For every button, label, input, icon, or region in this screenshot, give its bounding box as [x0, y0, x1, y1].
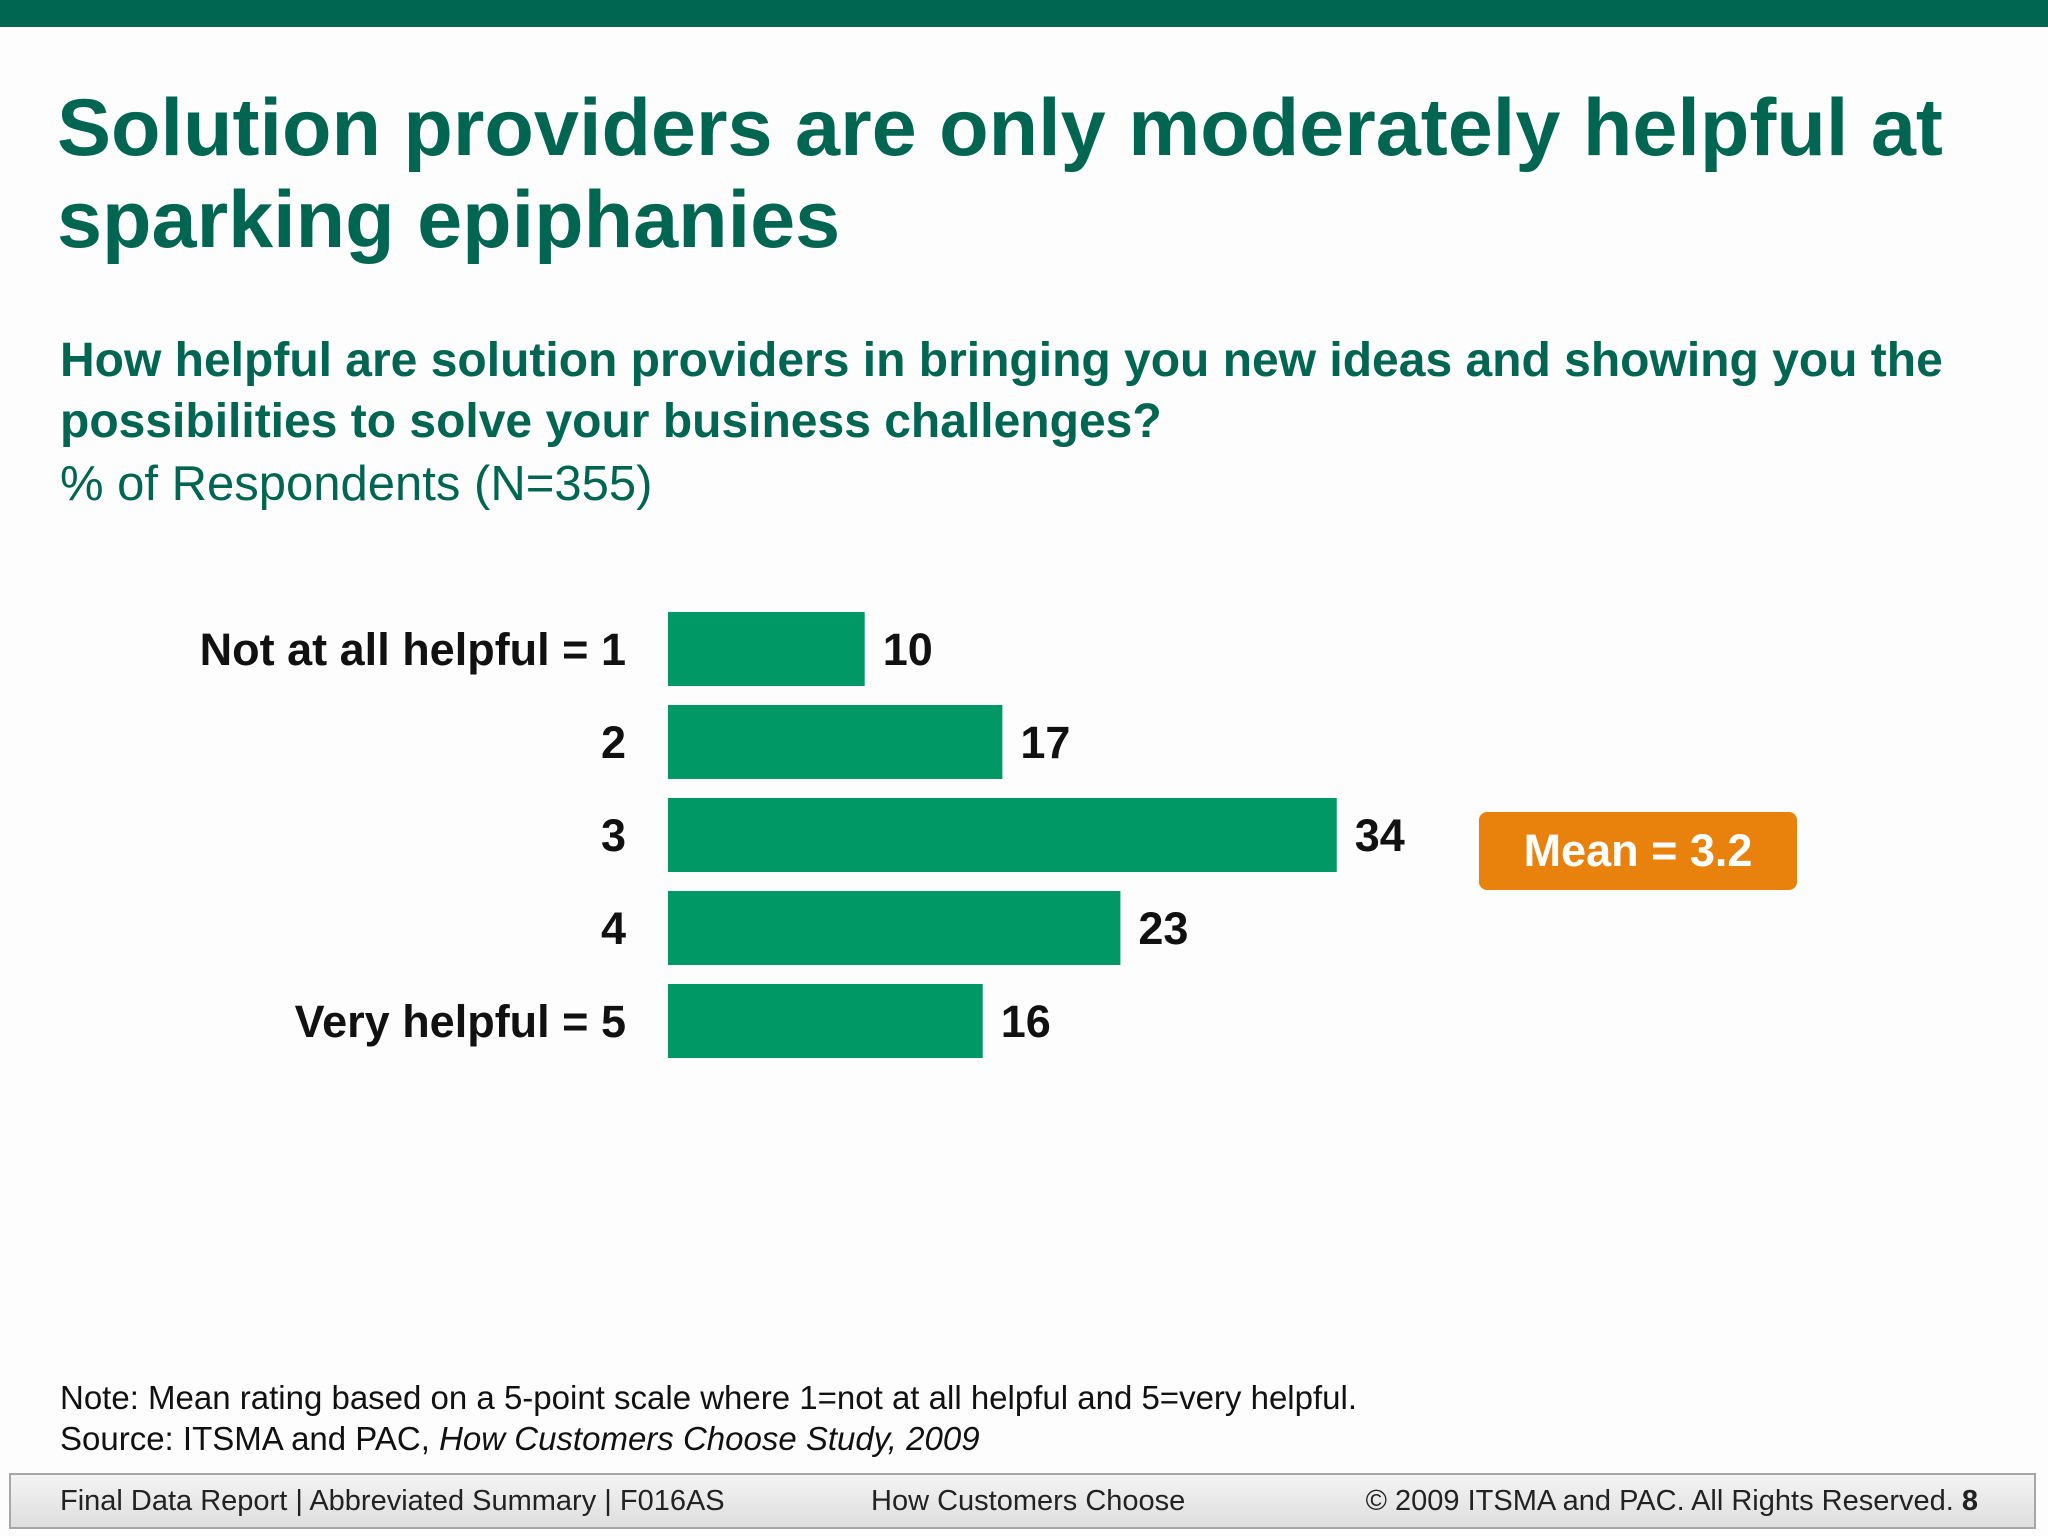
category-labels: Not at all helpful = 1 2 3 4 Very helpful = … — [200, 624, 626, 1047]
top-band — [0, 0, 2048, 27]
value-label-4: 23 — [1138, 903, 1188, 954]
source-study-title: How Customers Choose Study, 2009 — [439, 1420, 980, 1457]
source-prefix: Source: ITSMA and PAC, — [60, 1420, 440, 1457]
footer-bar: Final Data Report | Abbreviated Summary … — [9, 1473, 2036, 1529]
value-labels: 10 17 34 23 16 — [883, 624, 1405, 1047]
bar-3 — [668, 798, 1337, 872]
footer-copyright: © 2009 ITSMA and PAC. All Rights Reserve… — [1366, 1475, 1978, 1527]
category-label-not-at-all-helpful-1: Not at all helpful = 1 — [200, 624, 626, 675]
bar-4 — [668, 891, 1121, 965]
respondents-label: % of Respondents (N=355) — [60, 457, 653, 511]
bar-very-helpful-5 — [668, 984, 983, 1058]
value-label-very-helpful-5: 16 — [1001, 996, 1051, 1047]
footer-report-label: Final Data Report | Abbreviated Summary … — [60, 1485, 725, 1517]
value-label-3: 34 — [1355, 810, 1405, 861]
bar-2 — [668, 705, 1003, 779]
category-label-4: 4 — [601, 903, 626, 954]
note-text: Note: Mean rating based on a 5-point sca… — [60, 1379, 1358, 1416]
category-label-3: 3 — [601, 810, 626, 861]
bar-not-at-all-helpful-1 — [668, 612, 865, 686]
value-label-2: 17 — [1020, 717, 1070, 768]
footer-copyright-text: © 2009 ITSMA and PAC. All Rights Reserve… — [1365, 1485, 1954, 1517]
value-label-not-at-all-helpful-1: 10 — [883, 624, 933, 675]
source-text: Source: ITSMA and PAC, How Customers Cho… — [60, 1419, 980, 1459]
bars-group — [668, 612, 1337, 1058]
slide-title: Solution providers are only moderately h… — [57, 83, 1943, 265]
category-label-very-helpful-5: Very helpful = 5 — [295, 996, 626, 1047]
mean-badge: Mean = 3.2 — [1479, 812, 1797, 890]
category-label-2: 2 — [601, 717, 626, 768]
survey-question: How helpful are solution providers in br… — [60, 334, 1943, 448]
footer-study-name: How Customers Choose — [871, 1485, 1186, 1517]
page-number: 8 — [1961, 1485, 1978, 1517]
